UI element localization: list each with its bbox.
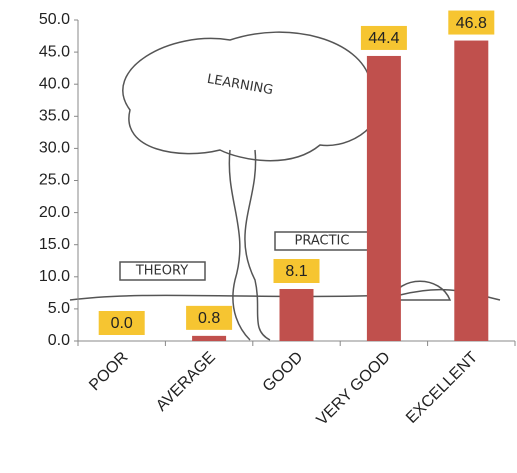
x-tick-label: VERY GOOD	[314, 349, 394, 429]
x-tick-label: POOR	[86, 349, 131, 394]
y-tick-label: 40.0	[39, 75, 70, 92]
y-tick-label: 5.0	[48, 300, 70, 317]
y-tick-label: 35.0	[39, 108, 70, 125]
bar	[279, 288, 314, 341]
y-tick-label: 0.0	[48, 332, 70, 349]
y-tick-label: 15.0	[39, 236, 70, 253]
value-label: 8.1	[285, 263, 307, 280]
value-label: 46.8	[456, 15, 487, 32]
y-tick-label: 30.0	[39, 140, 70, 157]
illustration-label: THEORY	[135, 264, 188, 279]
y-tick-label: 25.0	[39, 172, 70, 189]
value-label: 0.8	[198, 310, 220, 327]
value-label: 0.0	[111, 315, 133, 332]
value-label-box	[273, 258, 320, 283]
y-tick-label: 50.0	[39, 11, 70, 28]
bar	[454, 40, 489, 341]
y-tick-label: 20.0	[39, 204, 70, 221]
value-label: 44.4	[368, 30, 399, 47]
x-tick-label: AVERAGE	[153, 349, 219, 415]
illustration-label: PRACTIC	[295, 234, 350, 249]
illustration-label: LEARNING	[206, 72, 274, 98]
y-tick-label: 10.0	[39, 268, 70, 285]
bar	[192, 335, 227, 341]
value-label-box	[186, 305, 233, 330]
x-tick-label: GOOD	[260, 349, 307, 396]
bar	[366, 55, 401, 342]
x-tick-label: EXCELLENT	[403, 349, 481, 427]
value-label-box	[448, 10, 495, 35]
value-label-box	[360, 25, 407, 50]
y-tick-label: 45.0	[39, 43, 70, 60]
value-label-box	[98, 311, 145, 335]
